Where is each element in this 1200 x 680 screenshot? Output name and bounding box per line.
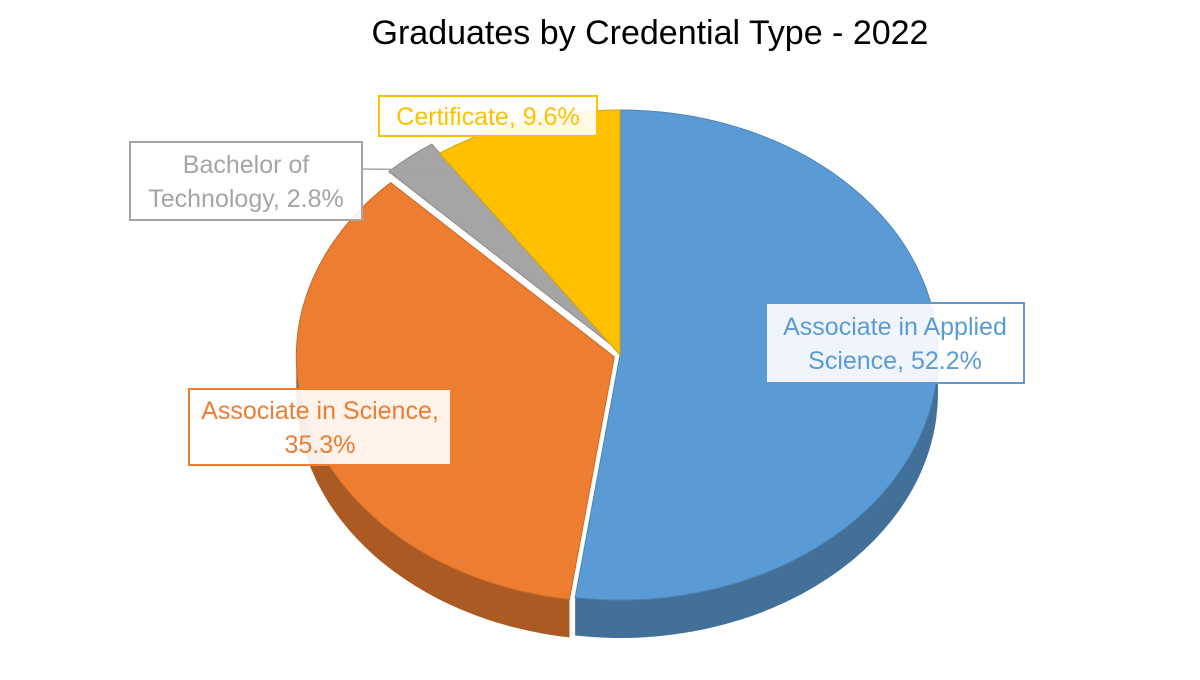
leader-line (361, 168, 456, 171)
data-label-text: Associate in Applied (783, 313, 1007, 341)
data-label-text: Bachelor of (183, 151, 310, 179)
pie-slice-side (296, 356, 570, 638)
data-label-text: Certificate, 9.6% (396, 103, 579, 131)
data-label-box (765, 302, 1025, 384)
chart-title: Graduates by Credential Type - 2022 (371, 14, 929, 52)
pie-slice-side (575, 355, 938, 638)
data-label-text: Science, 52.2% (808, 347, 982, 375)
pie-slice (387, 143, 613, 347)
data-label-box (188, 388, 452, 466)
data-label: Associate in Applied Science, 52.2% (765, 302, 1025, 384)
data-label-text: 35.3% (285, 431, 356, 459)
data-label-text: Technology, 2.8% (148, 185, 344, 213)
data-label-box (378, 95, 598, 137)
data-label: Bachelor of Technology, 2.8% (129, 141, 456, 221)
data-label-text: Associate in Science, (201, 397, 439, 425)
data-label: Certificate, 9.6% (378, 95, 598, 137)
data-label-box (129, 141, 363, 221)
data-label: Associate in Science, 35.3% (188, 388, 452, 466)
